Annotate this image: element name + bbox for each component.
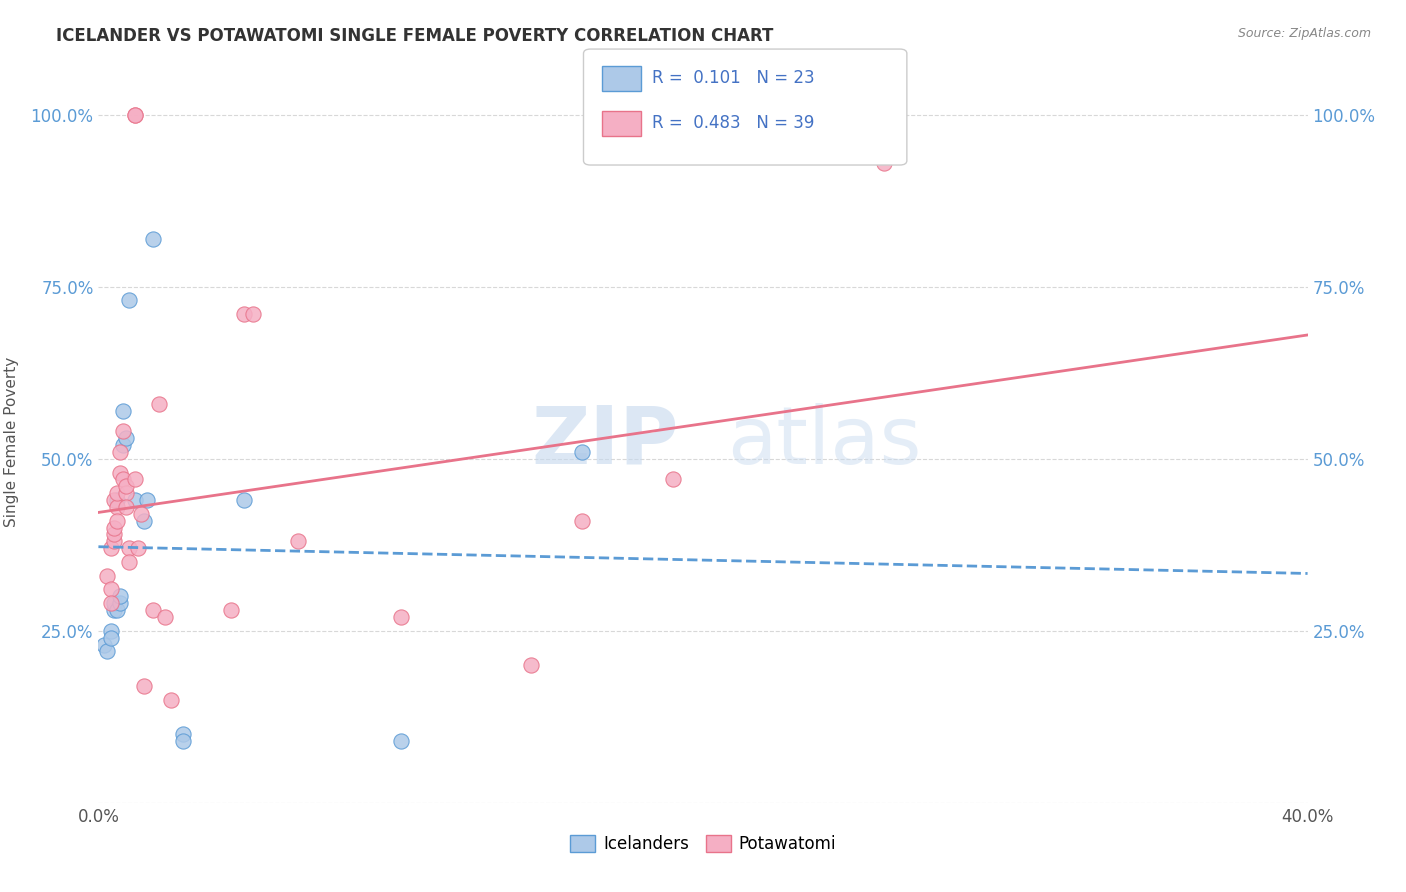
Point: [124, 493, 146, 508]
Y-axis label: Single Female Poverty: Single Female Poverty: [4, 357, 20, 526]
Point: [114, 486, 136, 500]
Point: [287, 534, 309, 549]
Point: [873, 156, 896, 170]
Point: [105, 486, 128, 500]
Point: [221, 603, 243, 617]
Point: [571, 514, 593, 528]
Point: [142, 603, 165, 617]
Point: [172, 734, 194, 748]
Point: [96, 644, 118, 658]
Point: [100, 631, 122, 645]
Text: R =  0.101   N = 23: R = 0.101 N = 23: [652, 70, 815, 87]
Point: [132, 679, 155, 693]
Point: [124, 472, 146, 486]
Point: [118, 555, 141, 569]
Point: [389, 610, 412, 624]
Point: [100, 582, 122, 597]
Point: [519, 658, 541, 673]
Point: [100, 541, 122, 556]
Point: [114, 479, 136, 493]
Point: [108, 596, 131, 610]
Text: R =  0.483   N = 39: R = 0.483 N = 39: [652, 114, 814, 132]
Point: [100, 624, 122, 638]
Point: [103, 527, 125, 541]
Point: [111, 424, 134, 438]
Point: [103, 603, 125, 617]
Point: [129, 507, 152, 521]
Text: ICELANDER VS POTAWATOMI SINGLE FEMALE POVERTY CORRELATION CHART: ICELANDER VS POTAWATOMI SINGLE FEMALE PO…: [56, 27, 773, 45]
Text: Source: ZipAtlas.com: Source: ZipAtlas.com: [1237, 27, 1371, 40]
Point: [100, 596, 122, 610]
Point: [127, 541, 149, 556]
Point: [103, 534, 125, 549]
Point: [105, 493, 128, 508]
Point: [118, 541, 141, 556]
Point: [148, 397, 170, 411]
Point: [105, 500, 128, 514]
Point: [103, 520, 125, 534]
Point: [232, 307, 254, 321]
Point: [108, 466, 131, 480]
Point: [118, 293, 141, 308]
Point: [661, 472, 683, 486]
Point: [93, 638, 115, 652]
Point: [103, 596, 125, 610]
Point: [135, 493, 157, 508]
Point: [114, 431, 136, 445]
Point: [389, 734, 412, 748]
Point: [232, 493, 254, 508]
Point: [103, 493, 125, 508]
Point: [111, 438, 134, 452]
Point: [172, 727, 194, 741]
Text: atlas: atlas: [727, 402, 921, 481]
Point: [108, 590, 131, 604]
Point: [124, 108, 146, 122]
Point: [108, 445, 131, 459]
Point: [160, 692, 183, 706]
Point: [105, 603, 128, 617]
Point: [571, 445, 593, 459]
Point: [124, 108, 146, 122]
Text: ZIP: ZIP: [531, 402, 679, 481]
Point: [142, 231, 165, 245]
Point: [105, 514, 128, 528]
Point: [114, 500, 136, 514]
Point: [132, 514, 155, 528]
Point: [96, 568, 118, 582]
Point: [242, 307, 264, 321]
Point: [111, 472, 134, 486]
Legend: Icelanders, Potawatomi: Icelanders, Potawatomi: [562, 828, 844, 860]
Point: [153, 610, 176, 624]
Point: [111, 403, 134, 417]
